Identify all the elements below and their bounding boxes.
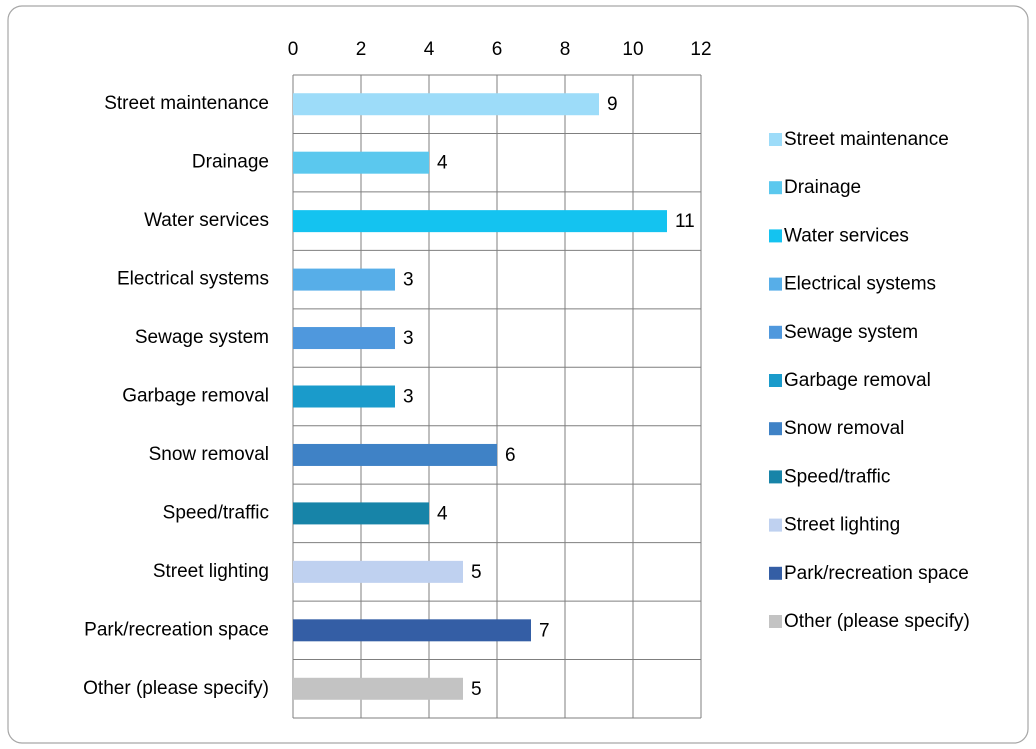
data-label: 5 [471, 562, 482, 583]
x-tick-label: 6 [492, 39, 503, 60]
legend-label: Snow removal [784, 418, 904, 439]
legend-swatch [769, 518, 782, 532]
x-tick-label: 0 [288, 39, 299, 60]
legend-swatch [769, 229, 782, 243]
legend-label: Park/recreation space [784, 563, 969, 584]
data-label: 3 [403, 387, 414, 408]
bar [293, 327, 395, 350]
data-label: 5 [471, 679, 482, 700]
legend-swatch [769, 277, 782, 291]
data-label: 7 [539, 620, 550, 641]
legend-swatch [769, 325, 782, 339]
data-label: 4 [437, 503, 448, 524]
y-tick-label: Snow removal [149, 444, 269, 465]
data-label: 11 [675, 211, 695, 232]
x-tick-label: 8 [560, 39, 571, 60]
legend-label: Street maintenance [784, 129, 949, 150]
legend-label: Garbage removal [784, 370, 931, 391]
legend-swatch [769, 374, 782, 387]
bar [293, 560, 463, 583]
legend-label: Drainage [784, 177, 861, 198]
legend-swatch [769, 422, 782, 436]
legend-swatch [769, 615, 782, 628]
bar [293, 443, 497, 466]
legend-label: Water services [784, 225, 909, 246]
legend-swatch [769, 133, 782, 146]
legend-swatch [769, 181, 782, 195]
legend-swatch [769, 566, 782, 580]
bar [293, 93, 599, 116]
y-tick-label: Street lighting [153, 561, 269, 582]
bar [293, 268, 395, 291]
bar [293, 151, 429, 174]
bar [293, 210, 667, 233]
legend-label: Street lighting [784, 515, 900, 536]
bar [293, 619, 531, 642]
legend-swatch [769, 470, 782, 484]
data-label: 9 [607, 94, 618, 115]
y-tick-label: Speed/traffic [163, 502, 269, 523]
legend-label: Speed/traffic [784, 466, 890, 487]
data-label: 4 [437, 153, 448, 174]
x-tick-label: 4 [424, 39, 435, 60]
data-label: 6 [505, 445, 516, 466]
y-tick-label: Drainage [192, 152, 269, 173]
legend-label: Sewage system [784, 322, 918, 343]
data-label: 3 [403, 328, 414, 349]
x-tick-label: 12 [690, 39, 711, 60]
y-tick-label: Water services [144, 210, 269, 231]
legend-label: Other (please specify) [784, 611, 970, 632]
y-tick-label: Garbage removal [122, 386, 269, 407]
y-tick-label: Park/recreation space [84, 619, 269, 640]
bar [293, 385, 395, 408]
y-tick-label: Electrical systems [117, 269, 269, 290]
x-tick-label: 10 [622, 39, 643, 60]
y-tick-label: Sewage system [135, 327, 269, 348]
y-tick-label: Street maintenance [104, 93, 269, 114]
bar [293, 502, 429, 525]
legend-label: Electrical systems [784, 274, 936, 295]
data-label: 3 [403, 270, 414, 291]
bar [293, 677, 463, 700]
y-tick-label: Other (please specify) [83, 678, 269, 699]
x-tick-label: 2 [356, 39, 367, 60]
